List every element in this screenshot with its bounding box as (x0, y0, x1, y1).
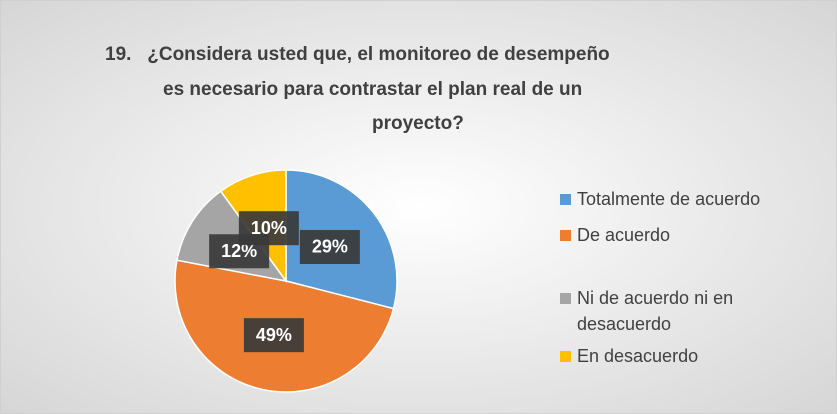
legend-swatch (560, 351, 571, 362)
value-label-box (243, 318, 304, 353)
value-label-box (238, 211, 299, 246)
value-label: 10% (251, 218, 287, 238)
legend-label: Ni de acuerdo ni en desacuerdo (577, 288, 734, 334)
value-label-box (299, 229, 360, 264)
legend-item: Totalmente de acuerdo (560, 186, 810, 212)
legend-swatch (560, 230, 571, 241)
legend-item: Ni de acuerdo ni en desacuerdo (560, 285, 810, 337)
value-label: 12% (221, 241, 257, 261)
legend-label: En desacuerdo (577, 346, 699, 366)
legend-item: En desacuerdo (560, 343, 810, 369)
legend-swatch (560, 293, 571, 304)
legend-label: De acuerdo (577, 225, 671, 245)
chart-title: proyecto? (372, 113, 464, 134)
pie: 29% 49% 12% 10% (174, 169, 398, 393)
value-label: 29% (312, 237, 348, 257)
chart-title: es necesario para contrastar el plan rea… (163, 79, 582, 100)
legend-item: De acuerdo (560, 222, 810, 248)
value-label: 49% (256, 325, 292, 345)
legend-label: Totalmente de acuerdo (577, 189, 761, 209)
chart-title: 19. ¿Considera usted que, el monitoreo d… (105, 44, 610, 65)
legend-swatch (560, 194, 571, 205)
